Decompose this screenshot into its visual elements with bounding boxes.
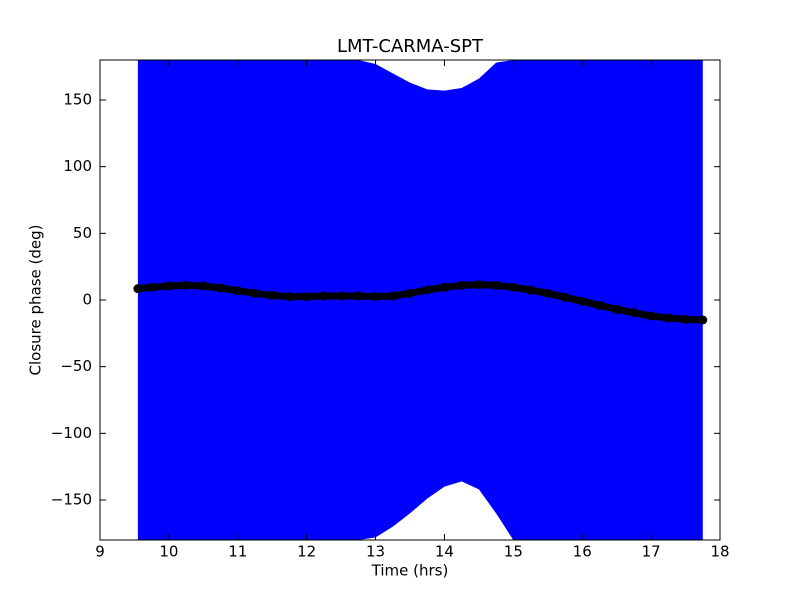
data-point [336, 291, 346, 301]
data-point [405, 288, 415, 298]
y-tick-label: −50 [60, 357, 92, 375]
data-point [216, 283, 226, 293]
y-tick-label: 50 [73, 224, 92, 242]
x-tick-label: 12 [297, 543, 316, 561]
data-point [198, 281, 208, 291]
data-point [612, 304, 622, 314]
x-tick-label: 16 [573, 543, 592, 561]
data-point [319, 291, 329, 301]
data-point [164, 281, 174, 291]
data-point [474, 280, 484, 290]
data-point [594, 300, 604, 310]
data-point [353, 291, 363, 301]
x-tick-label: 18 [710, 543, 729, 561]
data-point [560, 292, 570, 302]
data-point [526, 285, 536, 295]
data-point [133, 284, 143, 294]
data-point [663, 313, 673, 323]
data-point [422, 285, 432, 295]
data-point [629, 308, 639, 318]
x-tick-label: 9 [95, 543, 105, 561]
data-point [233, 286, 243, 296]
data-point [491, 280, 501, 290]
data-point [250, 288, 260, 298]
data-point [698, 315, 708, 325]
data-line [137, 281, 703, 324]
data-point [302, 292, 312, 302]
x-tick-label: 17 [642, 543, 661, 561]
data-point [284, 292, 294, 302]
data-point [508, 282, 518, 292]
data-point [267, 290, 277, 300]
y-tick-label: −150 [51, 491, 92, 509]
chart-title: LMT-CARMA-SPT [337, 36, 484, 57]
data-point [577, 296, 587, 306]
data-point [457, 280, 467, 290]
y-tick-label: 150 [63, 91, 92, 109]
data-point [371, 292, 381, 302]
y-tick-label: 100 [63, 157, 92, 175]
x-tick-label: 10 [159, 543, 178, 561]
x-axis-label: Time (hrs) [371, 562, 449, 580]
x-tick-label: 15 [504, 543, 523, 561]
y-tick-label: −100 [51, 424, 92, 442]
data-point [439, 282, 449, 292]
data-point [543, 288, 553, 298]
y-tick-label: 0 [82, 291, 92, 309]
data-point [147, 282, 157, 292]
x-tick-label: 14 [435, 543, 454, 561]
x-tick-label: 13 [366, 543, 385, 561]
x-tick-label: 11 [228, 543, 247, 561]
data-point [388, 291, 398, 301]
plot-area [133, 60, 708, 540]
y-axis-label: Closure phase (deg) [27, 225, 45, 376]
data-point [181, 280, 191, 290]
error-band [137, 60, 703, 540]
data-point [646, 311, 656, 321]
data-point [681, 314, 691, 324]
axes: 9 10 11 12 13 14 15 16 17 18 −150 −100 −50 0 50 100 150 [51, 59, 730, 561]
